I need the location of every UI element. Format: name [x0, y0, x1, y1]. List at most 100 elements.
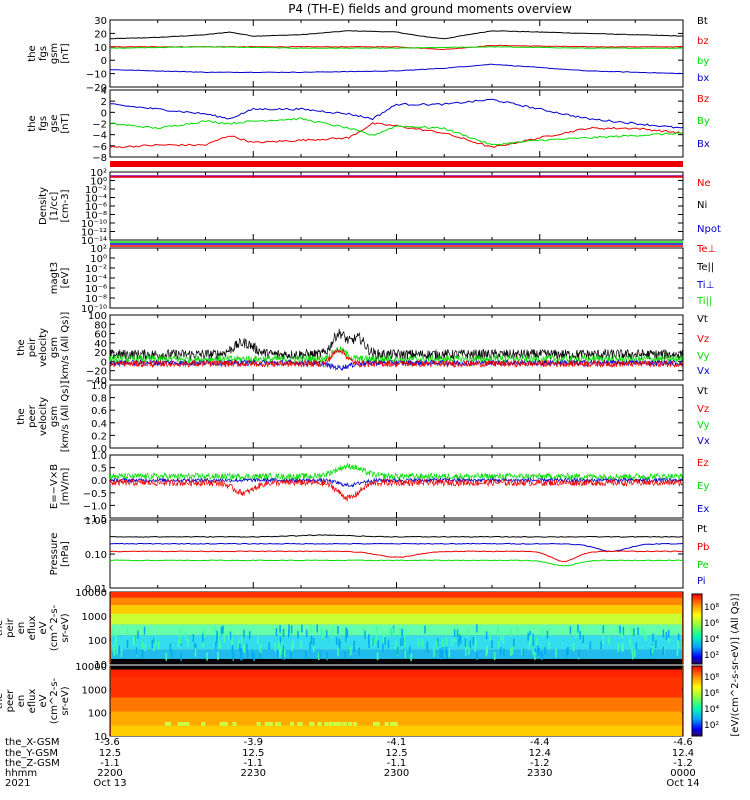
- y-tick-label: 0.4: [91, 419, 107, 430]
- panel-frame: [109, 384, 684, 449]
- y-axis-label: eflux: [27, 689, 38, 714]
- spectrogram-peer_eflux: [111, 666, 682, 736]
- y-axis-label: velocity: [38, 328, 49, 367]
- series-line-by: [109, 46, 684, 49]
- y-tick-label: 10⁻¹⁰: [81, 219, 107, 230]
- series-line-Bx: [109, 98, 684, 129]
- y-tick-label: 10: [94, 660, 107, 671]
- y-tick-label: 1.0: [91, 381, 107, 392]
- y-axis-label: gsm: [49, 43, 60, 64]
- legend-Vx: Vx: [697, 436, 710, 447]
- colorbar-tick: 10⁸: [704, 673, 719, 683]
- legend-Te⊥: Te⊥: [696, 244, 716, 255]
- y-tick-label: 40: [94, 339, 107, 350]
- time-axis-tick-label: 2330: [527, 768, 552, 779]
- spectrogram-peir_eflux: [111, 592, 682, 664]
- legend-Ex: Ex: [697, 504, 709, 515]
- time-axis-tick-label: 12.5: [99, 748, 121, 759]
- y-tick-label: −6: [92, 142, 107, 153]
- time-axis-tick-label: -1.2: [530, 758, 550, 769]
- legend-bz: bz: [697, 36, 709, 47]
- y-axis-label: en: [16, 622, 27, 635]
- y-tick-label: 100: [88, 311, 107, 322]
- time-axis-tick-label: -4.1: [387, 737, 407, 748]
- y-axis-label: the: [27, 45, 38, 61]
- y-axis-label: eV: [38, 694, 49, 707]
- y-tick-label: 0.0: [91, 444, 107, 455]
- y-tick-label: 1000: [82, 685, 107, 696]
- y-tick-label: 10⁻⁴: [85, 194, 107, 205]
- panel-peer_velocity: 1.0 0.80.6 0.40.2 0.0 the peer velocity gsm [km/…: [16, 381, 710, 455]
- time-axis-tick-label: -4.6: [673, 737, 693, 748]
- y-tick-label: 2: [101, 97, 107, 108]
- y-tick-label: 10⁻⁶: [85, 202, 107, 213]
- legend-Pi: Pi: [697, 576, 706, 587]
- y-axis-label: eV: [38, 621, 49, 634]
- panel-efield: 1.0 0.50.0 −0.5−1.0 −1.5 E=−V×B [mV/m] Ez Ey Ex: [49, 451, 709, 525]
- series-line-Pb: [109, 550, 684, 563]
- time-axis-tick-label: 12.4: [529, 748, 551, 759]
- legend-Vz: Vz: [697, 334, 709, 345]
- time-axis-tick-label: 12.5: [385, 748, 407, 759]
- colorbar-tick: 10²: [704, 721, 719, 731]
- y-axis-label: gsm: [49, 337, 60, 358]
- time-axis-tick-label: 0000: [670, 768, 695, 779]
- time-axis: the_X-GSMthe_Y-GSMthe_Z-GSMhhmm2021-3.61…: [5, 737, 700, 789]
- colorbar-tick: 10⁶: [704, 619, 719, 629]
- legend-Ti⊥: Ti⊥: [696, 280, 714, 291]
- y-tick-label: 10⁰: [90, 254, 107, 265]
- y-tick-label: 10⁻¹²: [81, 228, 107, 239]
- y-tick-label: 10⁻²: [85, 185, 107, 196]
- y-tick-label: 0: [101, 357, 107, 368]
- time-axis-tick-label: -1.1: [387, 758, 407, 769]
- colorbar-tick: 10⁸: [704, 603, 719, 613]
- y-tick-label: 4: [101, 86, 107, 97]
- legend-Vz: Vz: [697, 404, 709, 415]
- legend-Npot: Npot: [697, 224, 721, 235]
- y-axis-label: sr-eV): [60, 613, 71, 642]
- time-axis-tick-label: -1.1: [243, 758, 263, 769]
- panel-frame: [109, 314, 684, 381]
- y-tick-label: −0.5: [83, 489, 107, 500]
- y-tick-label: 10⁰: [90, 177, 107, 188]
- y-tick-label: −1.5: [83, 514, 107, 525]
- legend-bx: bx: [697, 73, 709, 84]
- y-axis-label: peer: [27, 404, 38, 428]
- series-line-Vz: [109, 348, 683, 369]
- panel-frame: [109, 519, 684, 589]
- y-axis-label: [km/s (All Qs)]: [60, 312, 71, 384]
- y-tick-label: −20: [86, 367, 107, 378]
- legend-Vt: Vt: [697, 386, 708, 397]
- y-axis-label: en: [16, 695, 27, 708]
- y-axis-label: (cm^2-s-: [49, 677, 60, 724]
- y-axis-label: [nT]: [60, 113, 71, 133]
- y-axis-label: gsm: [49, 406, 60, 427]
- colorbar: 10⁸ 10⁶ 10⁴ 10² 10⁸ 10⁶ 10⁴ 10² [eV/(cm^2-s-sr-e…: [691, 593, 741, 737]
- time-axis-row-label: the_Z-GSM: [5, 758, 60, 769]
- legend-Ez: Ez: [697, 458, 709, 469]
- time-axis-tick-label: 2200: [97, 768, 122, 779]
- time-axis-tick-label: -3.6: [100, 737, 120, 748]
- y-tick-label: 10²: [90, 244, 107, 255]
- y-tick-label: 1.00: [85, 516, 107, 527]
- series-line-Pt: [110, 534, 683, 538]
- y-tick-label: 0.5: [91, 464, 107, 475]
- y-tick-label: 10000: [75, 588, 107, 599]
- legend-Ti||: Ti||: [696, 296, 712, 307]
- y-tick-label: 60: [94, 330, 107, 341]
- series-line-By: [109, 117, 684, 146]
- y-axis-label: peer: [5, 689, 16, 713]
- y-tick-label: 0.2: [91, 431, 107, 442]
- y-tick-label: 1.0: [91, 451, 107, 462]
- legend-Bz: Bz: [697, 94, 709, 105]
- y-axis-label: the: [0, 620, 5, 636]
- time-axis-tick-label: 2230: [241, 768, 266, 779]
- legend-Vx: Vx: [697, 366, 710, 377]
- series-line-Ey: [109, 462, 683, 481]
- y-tick-label: 10⁻⁸: [85, 211, 107, 222]
- legend-Vy: Vy: [697, 420, 710, 431]
- time-axis-tick-label: 12.4: [672, 748, 694, 759]
- series-line-Vt: [109, 328, 683, 361]
